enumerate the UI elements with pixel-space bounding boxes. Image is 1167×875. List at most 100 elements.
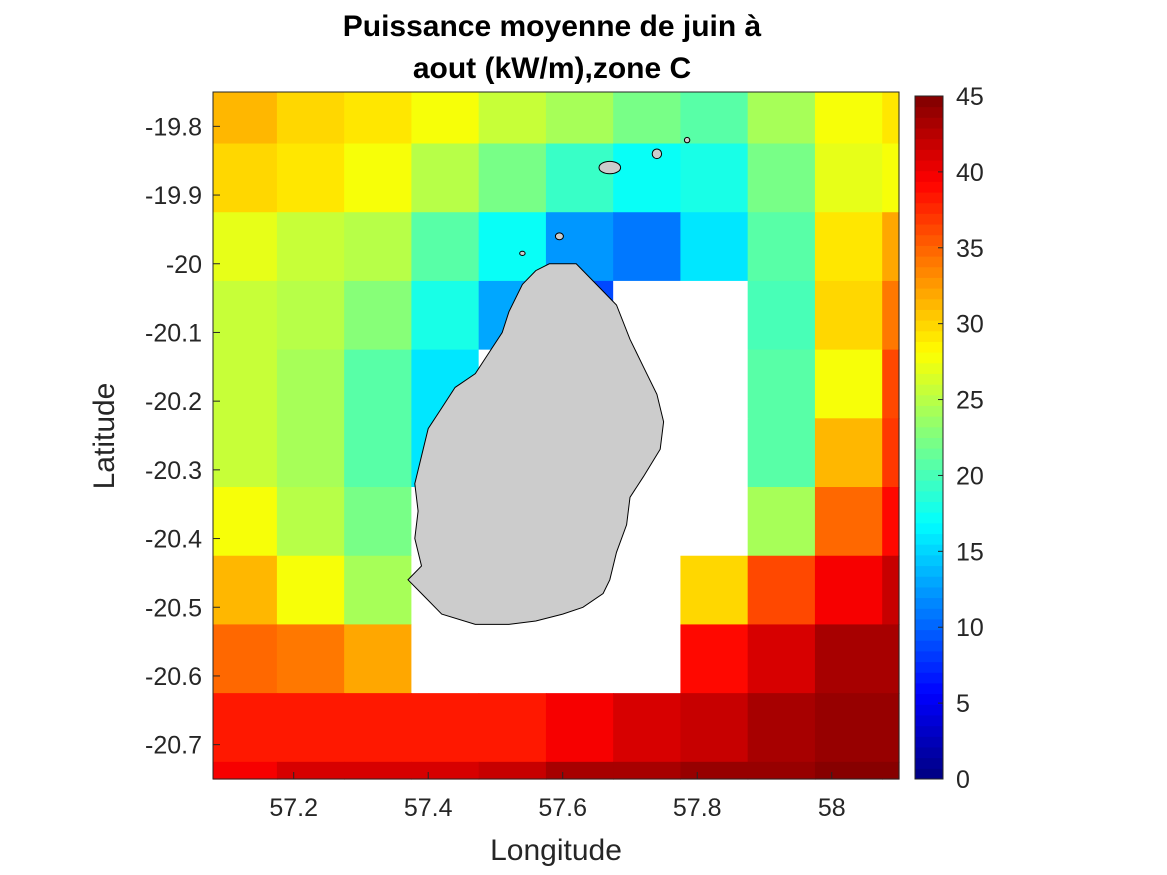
colorbar-segment	[915, 672, 943, 684]
colorbar-segment	[915, 362, 943, 374]
heatmap-cell	[213, 487, 278, 557]
colorbar-tick-label: 10	[956, 614, 984, 642]
colorbar-segment	[915, 373, 943, 385]
heatmap-cell	[276, 487, 345, 557]
heatmap-cell	[814, 487, 883, 557]
colorbar-segment	[915, 565, 943, 577]
y-axis: -19.8 -19.9 -20 -20.1 -20.2 -20.3 -20.4 -20.5 -2…	[145, 113, 220, 760]
heatmap-cell	[478, 693, 547, 763]
heatmap-cell	[213, 693, 278, 763]
heatmap-cell	[613, 693, 682, 763]
heatmap-cell	[747, 761, 816, 780]
heatmap-cell	[213, 212, 278, 282]
heatmap-cell	[478, 761, 547, 780]
colorbar-segment	[915, 469, 943, 481]
heatmap-cell	[213, 92, 278, 145]
colorbar-segment	[915, 512, 943, 524]
heatmap-cell	[814, 693, 883, 763]
y-tick-label: -20.7	[145, 732, 202, 760]
islet-shape	[683, 136, 691, 144]
heatmap-cell	[411, 280, 480, 351]
heatmap-cell	[613, 761, 682, 780]
heatmap-cell	[478, 212, 547, 282]
heatmap-cell	[344, 624, 412, 694]
colorbar-segment	[915, 682, 943, 695]
heatmap-cell	[613, 212, 682, 282]
colorbar-segment	[915, 160, 943, 172]
heatmap-cell	[545, 92, 614, 145]
colorbar-tick-label: 25	[956, 387, 984, 415]
heatmap-cell	[814, 349, 883, 419]
islet-shape	[554, 232, 564, 241]
colorbar-segment	[915, 405, 943, 417]
y-tick-label: -19.8	[145, 113, 202, 141]
colorbar-segment	[915, 736, 943, 748]
heatmap-cell	[545, 761, 614, 780]
heatmap-cell	[613, 143, 682, 213]
x-tick-label: 58	[818, 794, 846, 822]
colorbar-segment	[915, 256, 943, 268]
colorbar-segment	[915, 426, 943, 438]
heatmap-cell	[344, 280, 412, 351]
heatmap-cell	[411, 92, 480, 145]
heatmap-cell	[276, 280, 345, 351]
heatmap-cell	[747, 693, 816, 763]
heatmap-cell	[213, 418, 278, 488]
heatmap-cell	[747, 624, 816, 694]
heatmap-cell	[814, 555, 883, 626]
heatmap-cell	[882, 555, 900, 626]
x-axis: 57.2 57.4 57.6 57.8 58	[269, 772, 846, 822]
heatmap-cell	[680, 555, 749, 626]
colorbar-segment	[915, 629, 943, 641]
heatmap-cell	[814, 92, 883, 145]
heatmap-cell	[344, 487, 412, 557]
colorbar-segment	[915, 640, 943, 652]
x-tick-label: 57.2	[269, 794, 318, 822]
heatmap-cell	[411, 624, 480, 694]
heatmap-cell	[344, 349, 412, 419]
heatmap-cell	[344, 212, 412, 282]
heatmap-cell	[680, 92, 749, 145]
heatmap-cell	[213, 143, 278, 213]
heatmap-cell	[747, 349, 816, 419]
heatmap-cell	[814, 418, 883, 488]
heatmap-cell	[747, 280, 816, 351]
colorbar-segment	[915, 746, 943, 759]
colorbar-segment	[915, 544, 943, 556]
heatmap-cell	[747, 418, 816, 488]
islet-shape	[519, 250, 526, 256]
heatmap-cell	[814, 212, 883, 282]
y-tick-label: -20.3	[145, 457, 202, 485]
colorbar-segment	[915, 437, 943, 449]
colorbar-segment	[915, 298, 943, 310]
colorbar-segment	[915, 234, 943, 246]
colorbar-segment	[915, 586, 943, 599]
colorbar-axis: 0 5 10 15 20 25 30 35 40 45	[938, 83, 984, 794]
heatmap-cell	[276, 92, 345, 145]
y-tick-label: -20.1	[145, 319, 202, 347]
chart-title-line-2: aout (kW/m),zone C	[413, 52, 691, 85]
colorbar-tick-label: 30	[956, 311, 984, 339]
colorbar-segment	[915, 117, 943, 129]
heatmap-cell	[680, 212, 749, 282]
colorbar-segment	[915, 448, 943, 460]
heatmap-cell	[680, 418, 749, 488]
colorbar-segment	[915, 597, 943, 609]
y-tick-label: -20.5	[145, 594, 202, 622]
heatmap-cell	[478, 624, 547, 694]
colorbar-segment	[915, 576, 943, 588]
y-tick-label: -20.6	[145, 663, 202, 691]
heatmap-cell	[747, 487, 816, 557]
heatmap-cell	[680, 761, 749, 780]
colorbar-tick-label: 20	[956, 462, 984, 490]
heatmap-cell	[276, 693, 345, 763]
heatmap-cell	[276, 555, 345, 626]
y-tick-label: -19.9	[145, 182, 202, 210]
colorbar-segment	[915, 725, 943, 737]
heatmap-cell	[882, 761, 900, 780]
plot-border	[212, 91, 900, 780]
heatmap-cell	[344, 143, 412, 213]
colorbar-segment	[915, 394, 943, 406]
heatmap-cell	[213, 349, 278, 419]
